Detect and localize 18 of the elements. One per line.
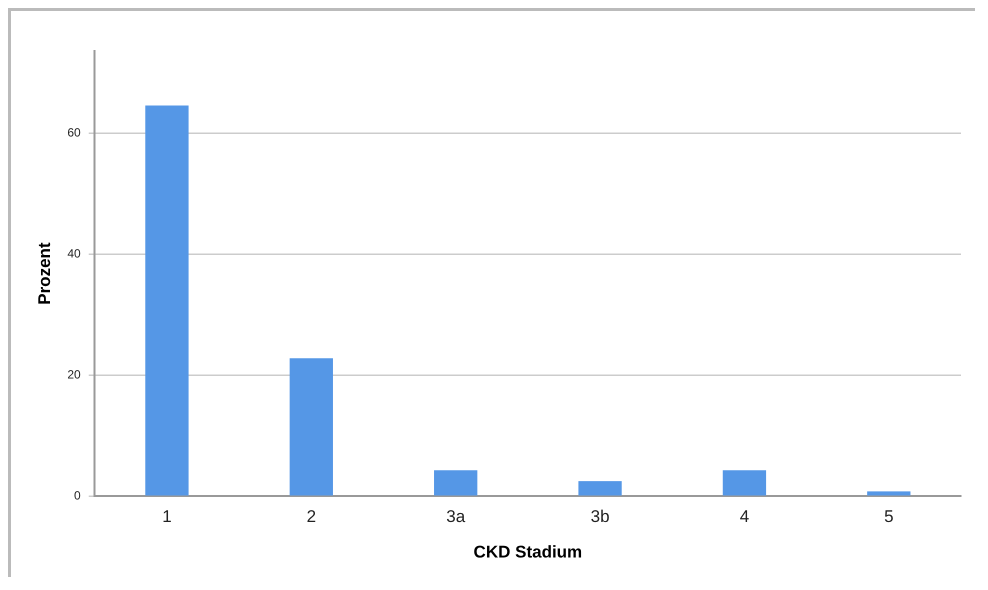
x-tick-label: 3a [446,507,466,526]
y-tick-label: 0 [74,488,82,503]
y-tick-label: 40 [67,246,82,261]
x-tick-label: 4 [740,507,750,526]
y-axis-title: Prozent [34,242,54,305]
bar [290,358,333,496]
bar [722,470,766,496]
y-tick-label: 20 [67,368,82,382]
bar [578,481,622,496]
x-tick-label: 3b [590,507,610,526]
x-axis-title: CKD Stadium [474,542,582,562]
bar [434,470,478,496]
bar [145,105,189,496]
y-tick-label: 60 [67,126,82,140]
x-tick-label: 5 [884,507,894,526]
x-tick-label: 2 [306,507,316,526]
x-tick-label: 1 [162,507,172,526]
bar [867,491,910,496]
